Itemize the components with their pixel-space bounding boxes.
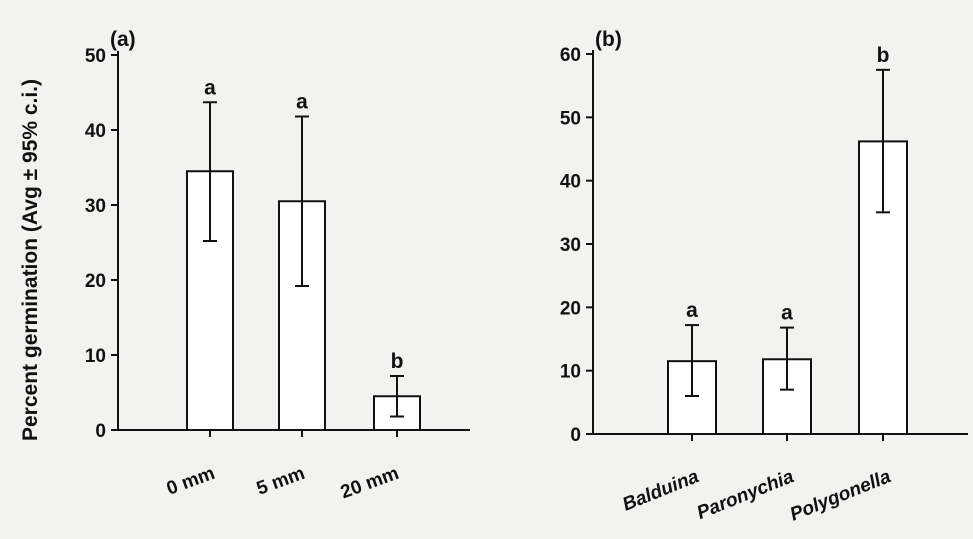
y-tick-label: 20 <box>560 298 581 319</box>
significance-letter: a <box>781 302 793 325</box>
category-label: Balduina <box>620 466 703 516</box>
y-tick-label: 30 <box>560 235 581 256</box>
significance-letter: b <box>877 44 890 67</box>
y-tick-label: 40 <box>560 172 581 193</box>
category-label: 5 mm <box>254 463 308 500</box>
category-label: Polygonella <box>787 466 894 526</box>
significance-letter: a <box>204 76 216 99</box>
significance-letter: b <box>391 350 404 373</box>
significance-letter: a <box>686 299 698 322</box>
category-label: 0 mm <box>164 463 218 500</box>
y-tick-label: 30 <box>85 196 106 217</box>
category-label: 20 mm <box>338 463 402 503</box>
y-tick-label: 0 <box>95 421 106 442</box>
y-tick-label: 40 <box>85 121 106 142</box>
panel-label: (a) <box>110 28 136 51</box>
y-tick-label: 50 <box>85 46 106 67</box>
y-tick-label: 10 <box>85 346 106 367</box>
significance-letter: a <box>296 91 308 114</box>
y-tick-label: 60 <box>560 45 581 66</box>
y-tick-label: 0 <box>570 425 581 446</box>
y-tick-label: 50 <box>560 108 581 129</box>
panel-label: (b) <box>595 28 622 51</box>
category-label: Paronychia <box>694 466 797 524</box>
y-axis-title: Percent germination (Avg ± 95% c.i.) <box>19 79 42 441</box>
y-tick-label: 20 <box>85 271 106 292</box>
y-tick-label: 10 <box>560 362 581 383</box>
